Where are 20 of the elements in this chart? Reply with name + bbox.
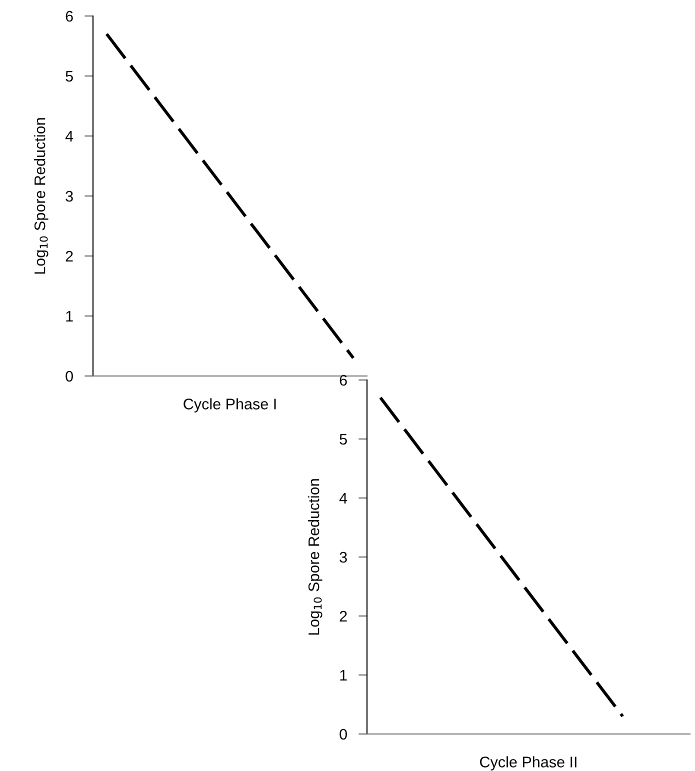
y-tick-label: 1 [66, 311, 73, 322]
x-axis-title: Cycle Phase I [184, 398, 276, 412]
y-axis-title: Log$_{10}$ Spore Reduction [34, 118, 48, 274]
y-tick-label: 0 [66, 370, 73, 382]
y-tick-label: 0 [340, 728, 347, 740]
y-tick-label: 1 [340, 670, 347, 681]
y-axis-title: Log$_{10}$ Spore Reduction [308, 479, 322, 635]
y-tick-label: 6 [66, 10, 73, 22]
line-series [378, 396, 624, 718]
y-tick-label: 5 [66, 71, 73, 82]
y-tick-label: 3 [66, 190, 73, 202]
y-tick-label: 2 [340, 610, 347, 622]
y-tick-label: 4 [339, 493, 348, 504]
y-tick-label: 6 [340, 374, 347, 386]
y-tick-label: 3 [340, 552, 347, 563]
line-series [105, 32, 355, 360]
y-tick-label: 2 [66, 250, 73, 262]
x-axis-title: Cycle Phase II [480, 756, 576, 770]
y-tick-label: 4 [65, 131, 74, 142]
y-tick-label: 5 [340, 434, 347, 445]
